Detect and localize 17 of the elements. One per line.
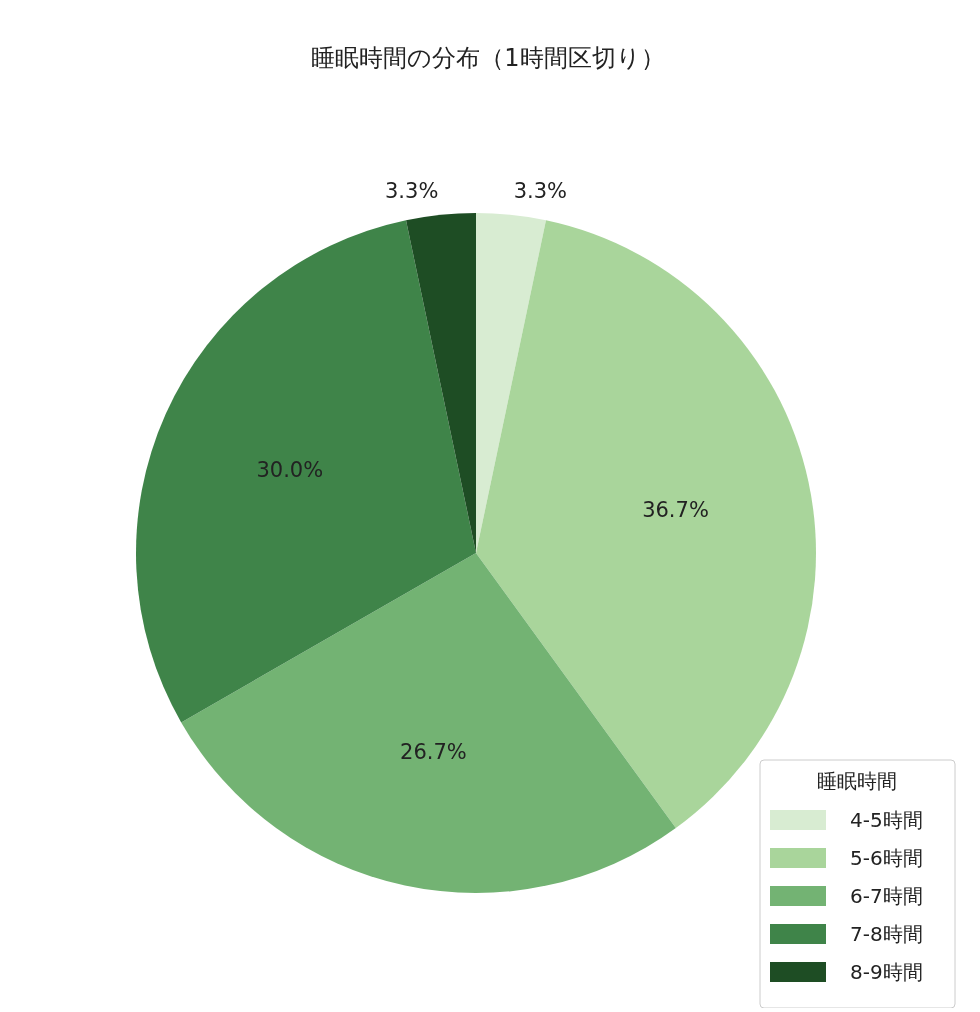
legend-label: 7-8時間 — [850, 922, 923, 946]
pie-slice — [476, 213, 546, 553]
pie-slice — [406, 213, 476, 553]
legend-label: 5-6時間 — [850, 846, 923, 870]
data-label: 3.3% — [513, 179, 568, 204]
data-label: 36.7% — [642, 498, 709, 523]
data-label: 3.3% — [384, 179, 439, 204]
legend-title: 睡眠時間 — [817, 769, 897, 793]
chart-title: 睡眠時間の分布（1時間区切り） — [311, 44, 665, 72]
legend-label: 8-9時間 — [850, 960, 923, 984]
legend-label: 4-5時間 — [850, 808, 923, 832]
pie-slice — [136, 220, 476, 723]
data-label: 30.0% — [256, 457, 324, 482]
data-label: 26.7% — [400, 740, 467, 765]
pie-slice — [181, 553, 676, 893]
pie-slice — [476, 220, 816, 829]
legend-label: 6-7時間 — [850, 884, 923, 908]
